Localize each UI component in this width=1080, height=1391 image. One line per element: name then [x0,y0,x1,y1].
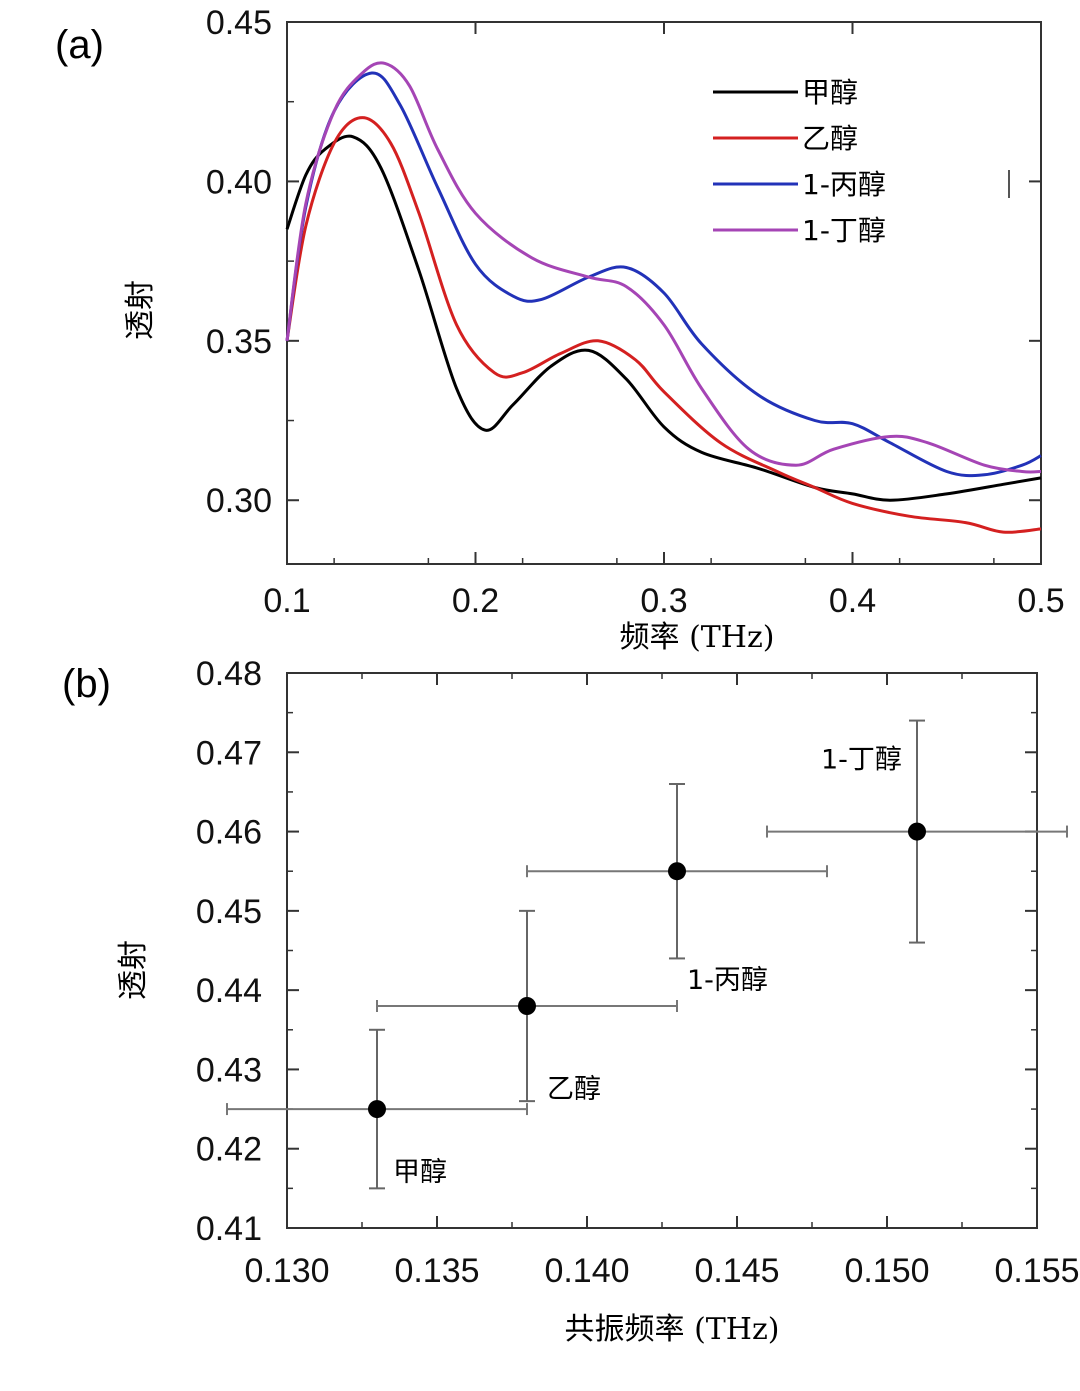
legend-label: 甲醇 [802,76,858,109]
data-point-marker [518,997,536,1015]
series-line-乙醇 [285,116,1042,534]
data-point-label: 乙醇 [547,1074,601,1105]
data-point-marker [368,1100,386,1119]
data-point-marker [908,822,926,841]
legend-label: 1-丁醇 [802,214,886,247]
x-tick-label: 0.145 [694,1252,779,1290]
y-tick-label: 0.30 [206,482,272,520]
legend-label: 乙醇 [802,122,858,155]
y-tick-label: 0.48 [196,655,262,693]
x-tick-label: 0.3 [640,582,687,620]
series-line-1-丁醇 [285,61,1042,474]
y-tick-label: 0.41 [196,1210,262,1248]
y-tick-label: 0.42 [196,1131,262,1169]
panel-a-y-axis-title: 透射 [123,280,158,340]
panel-b-points: 甲醇 乙醇 1-丙醇 1-丁醇 [226,719,1068,1190]
x-tick-label: 0.140 [544,1252,629,1290]
data-point-甲醇: 甲醇 [226,1028,528,1190]
series-line-1-丙醇 [285,71,1042,478]
x-tick-label: 0.155 [994,1252,1079,1290]
data-point-1-丙醇: 1-丙醇 [526,783,828,996]
panel-b-label: (b) [62,662,111,706]
y-tick-label: 0.45 [196,893,262,931]
x-tick-label: 0.130 [244,1252,329,1290]
data-point-label: 1-丁醇 [821,745,902,776]
x-tick-label: 0.150 [844,1252,929,1290]
x-tick-label: 0.2 [452,582,499,620]
x-tick-label: 0.5 [1017,582,1064,620]
panel-b-x-axis-title: 共振频率 (THz) [565,1312,780,1347]
x-tick-label: 0.135 [394,1252,479,1290]
y-tick-label: 0.44 [196,972,262,1010]
data-point-乙醇: 乙醇 [376,909,678,1105]
panel-a-x-axis-title: 频率 (THz) [620,620,775,655]
series-line-甲醇 [285,134,1042,502]
panel-b-plot-frame [286,672,1038,1229]
y-tick-label: 0.47 [196,734,262,772]
x-tick-label: 0.1 [263,582,310,620]
y-tick-label: 0.40 [206,163,272,201]
y-tick-label: 0.46 [196,814,262,852]
y-tick-label: 0.45 [206,4,272,42]
panel-b: (b) 0.130 0.135 0.140 0.145 0.150 0.1550.410.… [62,655,1080,1347]
y-tick-label: 0.43 [196,1051,262,1089]
legend-label: 1-丙醇 [802,168,886,201]
y-tick-label: 0.35 [206,323,272,361]
panel-b-ticks: 0.130 0.135 0.140 0.145 0.150 0.155 0.41 0.42 0.… [196,655,1080,1290]
panel-a-ticks: 0.1 0.2 0.3 0.4 0.5 0.30 0.35 0.40 0.45 [206,4,1065,620]
data-point-marker [668,862,686,881]
panel-a: (a) 0.1 0.2 0.3 0.4 0.5 0.30 0.35 0.40 0.45 甲醇乙醇… [55,4,1065,655]
panel-a-label: (a) [55,23,104,67]
panel-a-series-lines [285,61,1042,534]
data-point-label: 甲醇 [393,1157,447,1188]
x-tick-label: 0.4 [829,582,876,620]
panel-b-y-axis-title: 透射 [116,940,151,1000]
data-point-label: 1-丙醇 [687,965,768,996]
data-point-1-丁醇: 1-丁醇 [766,719,1068,944]
